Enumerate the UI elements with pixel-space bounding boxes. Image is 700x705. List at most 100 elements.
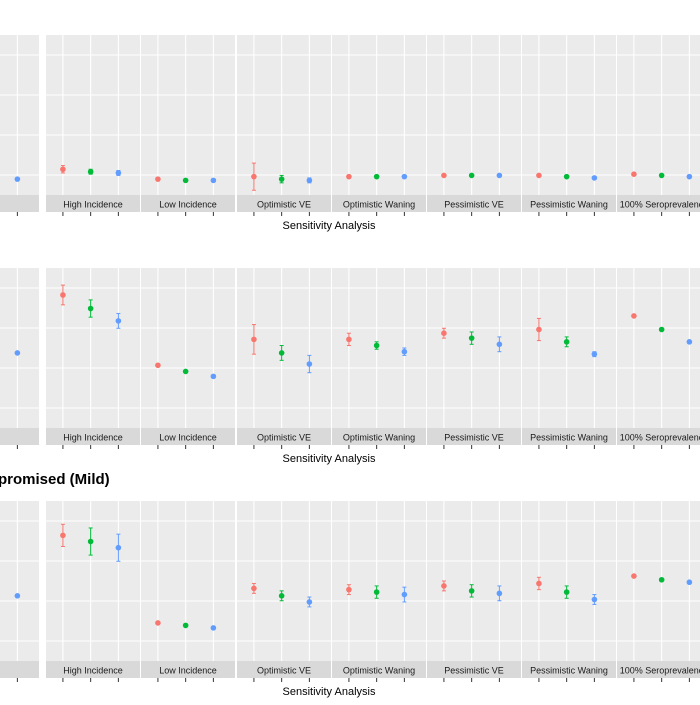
data-point	[401, 173, 408, 180]
data-point	[686, 173, 693, 180]
panel-background	[141, 35, 235, 195]
data-point	[441, 330, 447, 337]
panel-background	[617, 35, 700, 195]
facet-strip-label: High Incidence	[63, 200, 123, 210]
panel-background	[332, 35, 426, 195]
facet-strip	[332, 428, 426, 445]
facet-strip	[141, 428, 235, 445]
facet-strip	[237, 661, 331, 678]
facet-panel-1-6: Pessimistic VE	[427, 35, 521, 216]
facet-panel-3-2: High Incidence	[46, 501, 140, 682]
facet-strip	[617, 195, 700, 212]
data-point	[441, 172, 447, 179]
facet-strip-label: Low Incidence	[159, 666, 217, 676]
panel-background	[46, 268, 140, 428]
data-point	[155, 362, 161, 369]
data-point	[441, 583, 447, 589]
data-point	[658, 576, 665, 583]
x-axis-title: Sensitivity Analysis	[283, 686, 376, 698]
data-point	[401, 591, 408, 598]
data-point	[496, 590, 503, 597]
facet-panel-2-2: High Incidence	[46, 268, 140, 449]
facet-strip	[0, 195, 39, 212]
data-point	[496, 341, 503, 348]
data-point	[210, 177, 217, 184]
data-point	[373, 173, 380, 180]
facet-panel-2-3: Low Incidence	[141, 268, 235, 449]
facet-strip-label: Optimistic VE	[257, 433, 311, 443]
facet-strip-label: 100% Seroprevalence	[620, 433, 700, 443]
facet-panel-1-4: Optimistic VE	[237, 35, 331, 216]
facet-strip	[332, 661, 426, 678]
facet-panel-1-5: Optimistic Waning	[332, 35, 426, 216]
facet-panel-3-6: Pessimistic VE	[427, 501, 521, 682]
facet-panel-3-8: 100% Seroprevalence	[617, 501, 700, 682]
facet-panel-1-2: High Incidence	[46, 35, 140, 216]
facet-strip-label: 100% Seroprevalence	[620, 200, 700, 210]
facet-panel-3-5: Optimistic Waning	[332, 501, 426, 682]
facet-strip	[522, 195, 616, 212]
facet-panel-1-8: 100% Seroprevalence	[617, 35, 700, 216]
facet-strip-label: Pessimistic VE	[444, 200, 504, 210]
facet-panel-3-4: Optimistic VE	[237, 501, 331, 682]
data-point	[468, 335, 475, 341]
panel-background	[46, 501, 140, 661]
data-point	[115, 318, 122, 324]
data-point	[631, 171, 637, 177]
facet-strip-label: Pessimistic VE	[444, 666, 504, 676]
facet-panel-2-4: Optimistic VE	[237, 268, 331, 449]
facet-strip	[332, 195, 426, 212]
panel-background	[0, 268, 39, 428]
data-point	[468, 172, 475, 179]
data-point	[182, 622, 189, 629]
facet-strip-label: Optimistic VE	[257, 200, 311, 210]
facet-strip	[427, 661, 521, 678]
data-point	[346, 336, 352, 343]
panel-background	[237, 501, 331, 661]
data-point	[60, 532, 66, 539]
facet-strip-label: Optimistic Waning	[343, 433, 415, 443]
data-point	[536, 172, 542, 179]
facet-strip	[0, 428, 39, 445]
facet-panel-3-3: Low Incidence	[141, 501, 235, 682]
facet-strip	[522, 428, 616, 445]
panel-background	[332, 501, 426, 661]
data-point	[591, 351, 598, 357]
facet-panel-2-5: Optimistic Waning	[332, 268, 426, 449]
facet-strip	[237, 428, 331, 445]
panel-background	[617, 268, 700, 428]
chart-row-3: n High Incidence Low Incidence Optimistic V…	[0, 501, 700, 698]
data-point	[658, 326, 665, 333]
facet-panel-2-6: Pessimistic VE	[427, 268, 521, 449]
facet-strip	[46, 428, 140, 445]
data-point	[14, 350, 21, 356]
data-point	[60, 166, 66, 173]
panel-background	[522, 35, 616, 195]
facet-strip-label: High Incidence	[63, 666, 123, 676]
panel-background	[522, 268, 616, 428]
chart-row-2: n High Incidence Low Incidence Optimistic V…	[0, 268, 700, 465]
data-point	[278, 350, 285, 356]
facet-strip	[0, 661, 39, 678]
data-point	[251, 336, 257, 343]
facet-strip	[237, 195, 331, 212]
data-point	[563, 339, 570, 345]
chart-row-1: n High Incidence Low Incidence Optimistic V…	[0, 35, 700, 232]
x-axis-title: Sensitivity Analysis	[283, 453, 376, 465]
facet-panel-3-1: n	[0, 501, 39, 682]
data-point	[401, 348, 408, 355]
data-point	[346, 586, 352, 593]
data-point	[631, 313, 637, 319]
data-point	[496, 172, 503, 179]
row-3-title: promised (Mild)	[0, 471, 110, 488]
facet-strip-label: Low Incidence	[159, 433, 217, 443]
data-point	[251, 585, 257, 592]
panel-background	[141, 268, 235, 428]
facet-strip	[427, 195, 521, 212]
data-point	[87, 538, 94, 545]
data-point	[155, 176, 161, 182]
data-point	[182, 368, 189, 375]
facet-panel-1-7: Pessimistic Waning	[522, 35, 616, 216]
data-point	[686, 579, 693, 586]
facet-strip	[141, 195, 235, 212]
